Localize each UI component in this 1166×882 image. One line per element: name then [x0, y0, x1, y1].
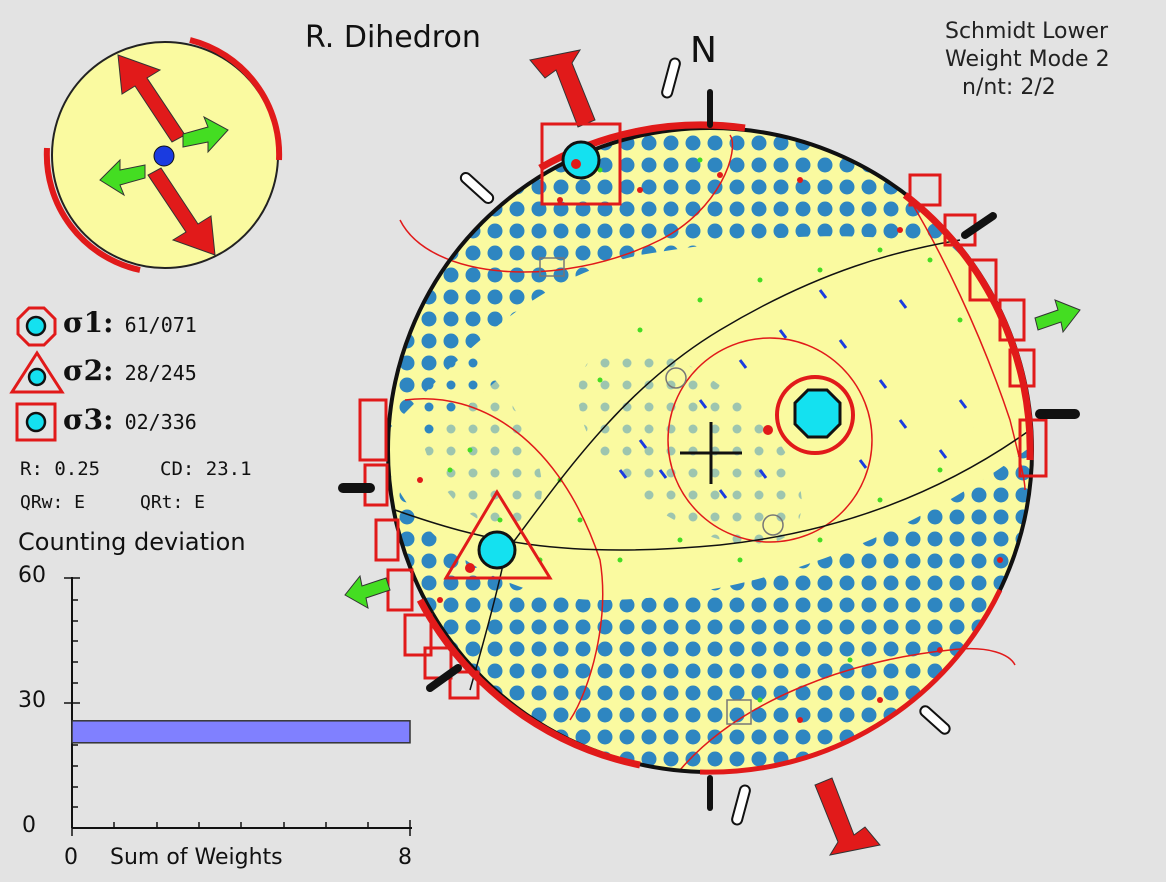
qrt-text: QRt: E	[140, 492, 206, 513]
qrw-text: QRw: E	[20, 492, 86, 513]
histogram-axes	[64, 577, 412, 836]
sigma1-colon: :	[103, 306, 114, 339]
y-tick-30: 30	[18, 688, 46, 713]
sigma1-row: σ1: 61/071	[63, 306, 197, 339]
projection-label: Schmidt Lower	[945, 19, 1109, 44]
sigma1-symbol: σ1	[63, 306, 104, 339]
histogram-title: Counting deviation	[18, 528, 246, 556]
weight-mode-label: Weight Mode 2	[945, 47, 1110, 72]
x-axis-label: Sum of Weights	[110, 845, 283, 870]
sigma2-row: σ2: 28/245	[63, 354, 197, 387]
cd-text: CD: 23.1	[160, 458, 252, 480]
x-tick-0: 0	[64, 845, 78, 870]
stereonet	[338, 49, 1081, 856]
y-tick-60: 60	[18, 563, 46, 588]
sigma2-value: 28/245	[124, 361, 197, 385]
sigma2-symbol: σ2	[63, 354, 104, 387]
y-tick-0: 0	[22, 813, 36, 838]
counting-deviation-bar	[71, 720, 411, 744]
sigma1-value: 61/071	[124, 313, 197, 337]
north-label: N	[690, 30, 717, 71]
focal-mechanism-inset	[43, 37, 283, 273]
sigma3-row: σ3: 02/336	[63, 403, 197, 436]
sigma3-value: 02/336	[124, 410, 197, 434]
x-tick-8: 8	[398, 845, 412, 870]
legend-markers	[9, 306, 65, 442]
sigma3-symbol: σ3	[63, 403, 104, 436]
sigma2-colon: :	[103, 354, 114, 387]
diagram-title: R. Dihedron	[305, 20, 481, 55]
n-nt-label: n/nt: 2/2	[962, 75, 1056, 100]
r-ratio-text: R: 0.25	[20, 458, 101, 480]
sigma3-colon: :	[103, 403, 114, 436]
